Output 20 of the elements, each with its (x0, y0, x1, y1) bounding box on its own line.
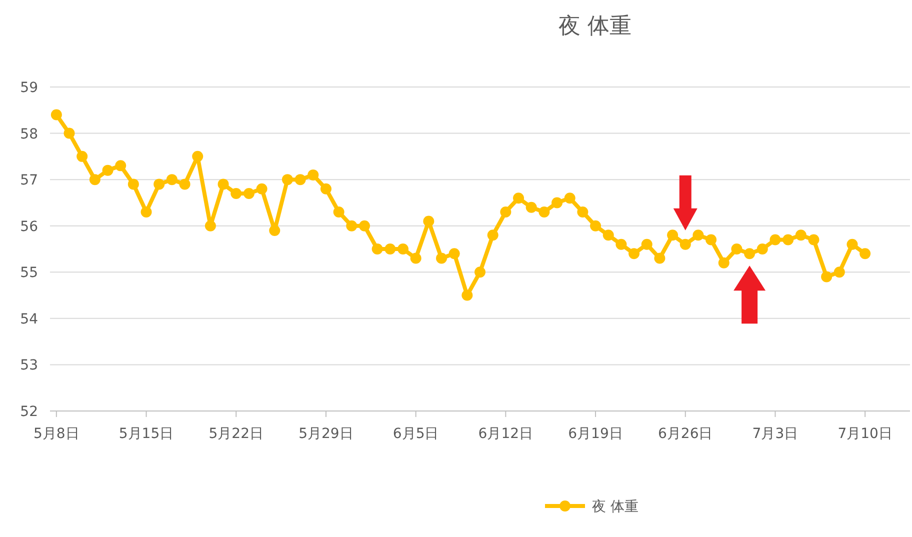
x-tick-label: 5月15日 (118, 426, 174, 442)
legend-label: 夜 体重 (592, 499, 638, 515)
y-tick-label: 58 (20, 126, 38, 142)
x-tick-label: 5月22日 (208, 426, 264, 442)
y-tick-label: 52 (20, 404, 38, 420)
x-tick-label: 6月12日 (478, 426, 534, 442)
x-tick-label: 6月5日 (392, 426, 439, 442)
y-tick-label: 56 (20, 218, 38, 235)
x-tick-label: 6月19日 (568, 426, 623, 442)
y-tick-label: 54 (20, 311, 38, 328)
y-tick-label: 57 (20, 172, 38, 189)
x-tick-label: 6月26日 (658, 426, 713, 442)
y-tick-label: 59 (20, 80, 38, 96)
y-tick-label: 53 (20, 358, 38, 374)
x-tick-label: 5月29日 (298, 426, 354, 442)
chart-title: 夜 体重 (558, 14, 632, 39)
x-tick-label: 7月10日 (838, 426, 892, 442)
x-tick-label: 7月3日 (752, 426, 798, 442)
y-tick-label: 55 (20, 265, 38, 282)
x-tick-label: 5月8日 (34, 426, 80, 442)
